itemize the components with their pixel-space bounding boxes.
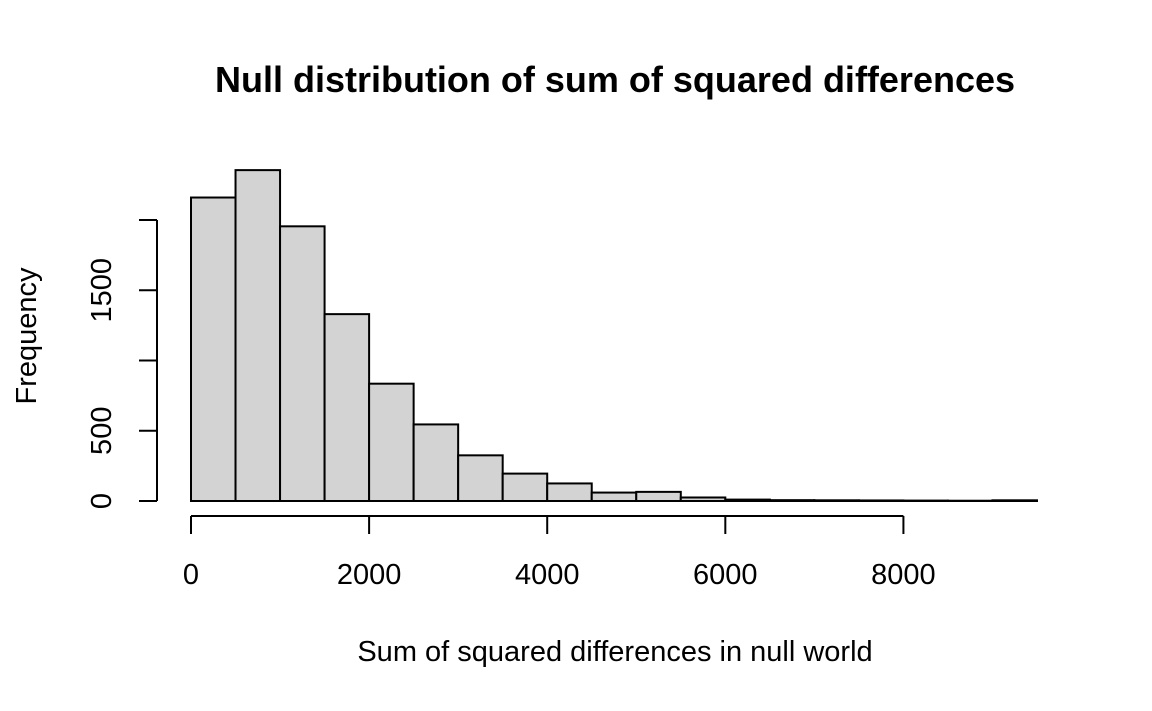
histogram-bar [857, 499, 905, 502]
histogram-bar [279, 225, 326, 502]
y-tick-label: 500 [86, 407, 118, 455]
histogram-bar [457, 454, 504, 502]
histogram-bar [368, 382, 415, 502]
x-axis: 0 2000 4000 6000 8000 [183, 515, 936, 591]
histogram-bar [590, 491, 638, 503]
x-tick-label: 0 [183, 559, 199, 591]
histogram-bar [234, 169, 282, 502]
x-tick-label: 8000 [871, 559, 936, 591]
histogram-bar [991, 499, 1039, 502]
histogram-bar [813, 499, 860, 502]
histogram-bar [501, 472, 549, 503]
histogram-bar [768, 499, 816, 503]
chart-title: Null distribution of sum of squared diff… [215, 59, 1015, 100]
histogram-bar [190, 196, 237, 503]
histogram-bar [679, 496, 727, 502]
x-axis-label: Sum of squared differences in null world [357, 636, 872, 668]
y-axis-label: Frequency [11, 267, 43, 405]
histogram-bar [546, 482, 593, 502]
histogram-bar [635, 490, 682, 502]
histogram-bar [323, 313, 371, 503]
y-tick-label: 0 [86, 493, 118, 509]
y-axis: 0 500 1500 [86, 219, 158, 509]
histogram-bar [412, 423, 460, 502]
bars-group [190, 169, 1039, 503]
y-tick-label: 1500 [86, 258, 118, 323]
histogram-bar [724, 498, 771, 503]
x-tick-label: 4000 [515, 559, 580, 591]
x-tick-label: 6000 [693, 559, 758, 591]
x-tick-label: 2000 [337, 559, 402, 591]
